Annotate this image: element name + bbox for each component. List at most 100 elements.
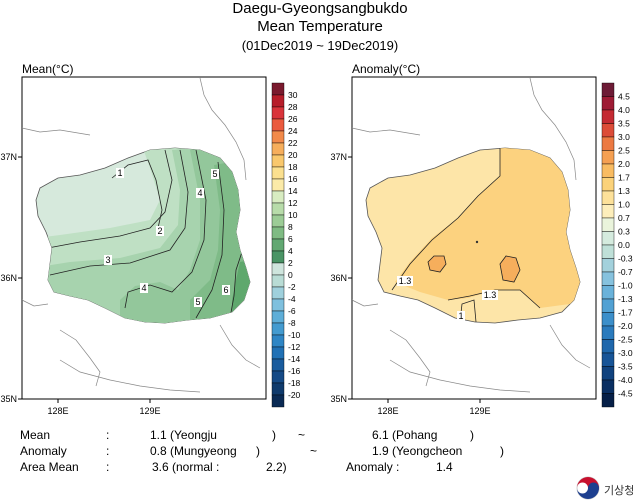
colorbar-label: 4.0 <box>618 105 630 115</box>
mean-lon-tick: 128E <box>47 406 68 416</box>
colorbar-label: -20 <box>288 390 301 400</box>
colorbar-swatch <box>271 262 285 276</box>
colorbar-swatch <box>271 238 285 252</box>
colorbar-swatch <box>271 94 285 108</box>
stats-area-value: 3.6 (normal : <box>152 460 220 474</box>
stats-tilde: ~ <box>298 428 306 442</box>
anomaly-contour-labels: 1.3 1.3 1 <box>397 276 498 321</box>
colorbar-swatch <box>271 154 285 168</box>
mean-boundaries <box>21 77 261 393</box>
mean-panel-label: Mean(°C) <box>22 62 74 76</box>
colorbar-label: 0.3 <box>618 227 630 237</box>
colorbar-label: 2 <box>288 258 293 268</box>
mean-contour-label: 3 <box>105 255 110 265</box>
colorbar-swatch <box>271 202 285 216</box>
mean-contour-6 <box>229 251 243 319</box>
anomaly-lon-tick: 129E <box>469 406 490 416</box>
colorbar-label: 12 <box>288 198 298 208</box>
mean-lat-tick: 36N <box>0 273 17 283</box>
colorbar-label: 22 <box>288 138 298 148</box>
mean-contour-label: 4 <box>141 283 146 293</box>
anomaly-axis-ticks: 37N 36N 35N 128E 129E <box>330 152 490 416</box>
title-period: (01Dec2019 ~ 19Dec2019) <box>241 38 399 53</box>
anomaly-panel-label: Anomaly(°C) <box>352 62 421 76</box>
colorbar-label: 3.0 <box>618 132 630 142</box>
colorbar-swatch <box>601 217 615 232</box>
colorbar-label: -0.3 <box>618 254 633 264</box>
anomaly-contour-17a <box>427 255 447 273</box>
colorbar-swatch <box>271 358 285 372</box>
colorbar-swatch <box>271 322 285 336</box>
anomaly-band-17b <box>500 256 520 282</box>
anomaly-map: 1.3 1.3 1 37N 36N 35N 128E 129E 4.5 4.0 3.… <box>330 76 633 416</box>
stats-anomaly-label: Anomaly <box>20 444 67 458</box>
colorbar-swatch <box>271 166 285 180</box>
colorbar-label: -2.0 <box>618 321 633 331</box>
mean-lon-tick: 129E <box>139 406 160 416</box>
colorbar-label: 18 <box>288 162 298 172</box>
colorbar-swatch <box>601 271 615 286</box>
anomaly-station-dot <box>475 240 479 244</box>
colorbar-swatch <box>601 82 615 97</box>
mean-contour-label: 2 <box>157 226 162 236</box>
colorbar-label: -14 <box>288 354 301 364</box>
mean-contour-3 <box>49 149 189 276</box>
colorbar-label: -18 <box>288 378 301 388</box>
mean-contour-labels: 1 2 3 4 4 5 5 6 <box>104 168 230 307</box>
colorbar-swatch <box>271 250 285 264</box>
anomaly-lat-tick: 37N <box>330 152 347 162</box>
stats-colon: : <box>106 444 110 458</box>
colorbar-swatch <box>271 334 285 348</box>
anomaly-band-17a <box>428 256 446 272</box>
colorbar-label: 30 <box>288 90 298 100</box>
colorbar-swatch <box>601 325 615 340</box>
colorbar-swatch <box>601 123 615 138</box>
colorbar-swatch <box>601 190 615 205</box>
colorbar-label: 1.7 <box>618 173 630 183</box>
stats-area-normal: 2.2) <box>266 460 287 474</box>
colorbar-label: 4 <box>288 246 293 256</box>
title-region: Daegu-Gyeongsangbukdo <box>232 0 408 17</box>
colorbar-label: -1.3 <box>618 294 633 304</box>
colorbar-swatch <box>271 298 285 312</box>
mean-contour-label: 1 <box>117 168 122 178</box>
mean-lat-tick: 35N <box>0 394 17 404</box>
colorbar-label: 3.5 <box>618 119 630 129</box>
anomaly-lat-tick: 36N <box>330 273 347 283</box>
mean-contour-4 <box>124 149 207 309</box>
kma-logo <box>576 476 600 500</box>
colorbar-swatch <box>601 204 615 219</box>
colorbar-swatch <box>271 214 285 228</box>
colorbar-swatch <box>271 346 285 360</box>
stats-anomaly-max: 1.9 (Yeongcheon <box>372 444 463 458</box>
colorbar-label: 24 <box>288 126 298 136</box>
colorbar-label: -1.7 <box>618 308 633 318</box>
colorbar-swatch <box>271 82 285 96</box>
mean-colorbar: 302826242220181614121086420-2-4-6-8-10-1… <box>271 82 301 408</box>
colorbar-label: -2.5 <box>618 335 633 345</box>
colorbar-label: 10 <box>288 210 298 220</box>
mean-lat-tick: 37N <box>0 152 17 162</box>
colorbar-label: -16 <box>288 366 301 376</box>
colorbar-swatch <box>601 285 615 300</box>
colorbar-swatch <box>601 312 615 327</box>
colorbar-swatch <box>601 136 615 151</box>
stats-mean-max: 6.1 (Pohang <box>372 428 438 442</box>
colorbar-swatch <box>271 286 285 300</box>
mean-contour-1 <box>111 159 163 229</box>
anomaly-colorbar: 4.5 4.0 3.5 3.0 2.5 2.0 1.7 1.3 1.0 0.7 0.3 0.0 -0.3… <box>601 82 633 408</box>
colorbar-label: 14 <box>288 186 298 196</box>
stats-close: ) <box>470 428 474 442</box>
anomaly-contour-label: 1.3 <box>484 290 497 300</box>
colorbar-label: -3.0 <box>618 348 633 358</box>
colorbar-label: 6 <box>288 234 293 244</box>
colorbar-swatch <box>271 394 285 408</box>
anomaly-contour-17b <box>499 255 521 283</box>
colorbar-swatch <box>271 190 285 204</box>
anomaly-contour-label: 1.3 <box>399 276 412 286</box>
colorbar-label: 8 <box>288 222 293 232</box>
colorbar-swatch <box>271 106 285 120</box>
colorbar-label: -10 <box>288 330 301 340</box>
stats-mean-label: Mean <box>20 428 51 442</box>
title-variable: Mean Temperature <box>257 18 383 35</box>
